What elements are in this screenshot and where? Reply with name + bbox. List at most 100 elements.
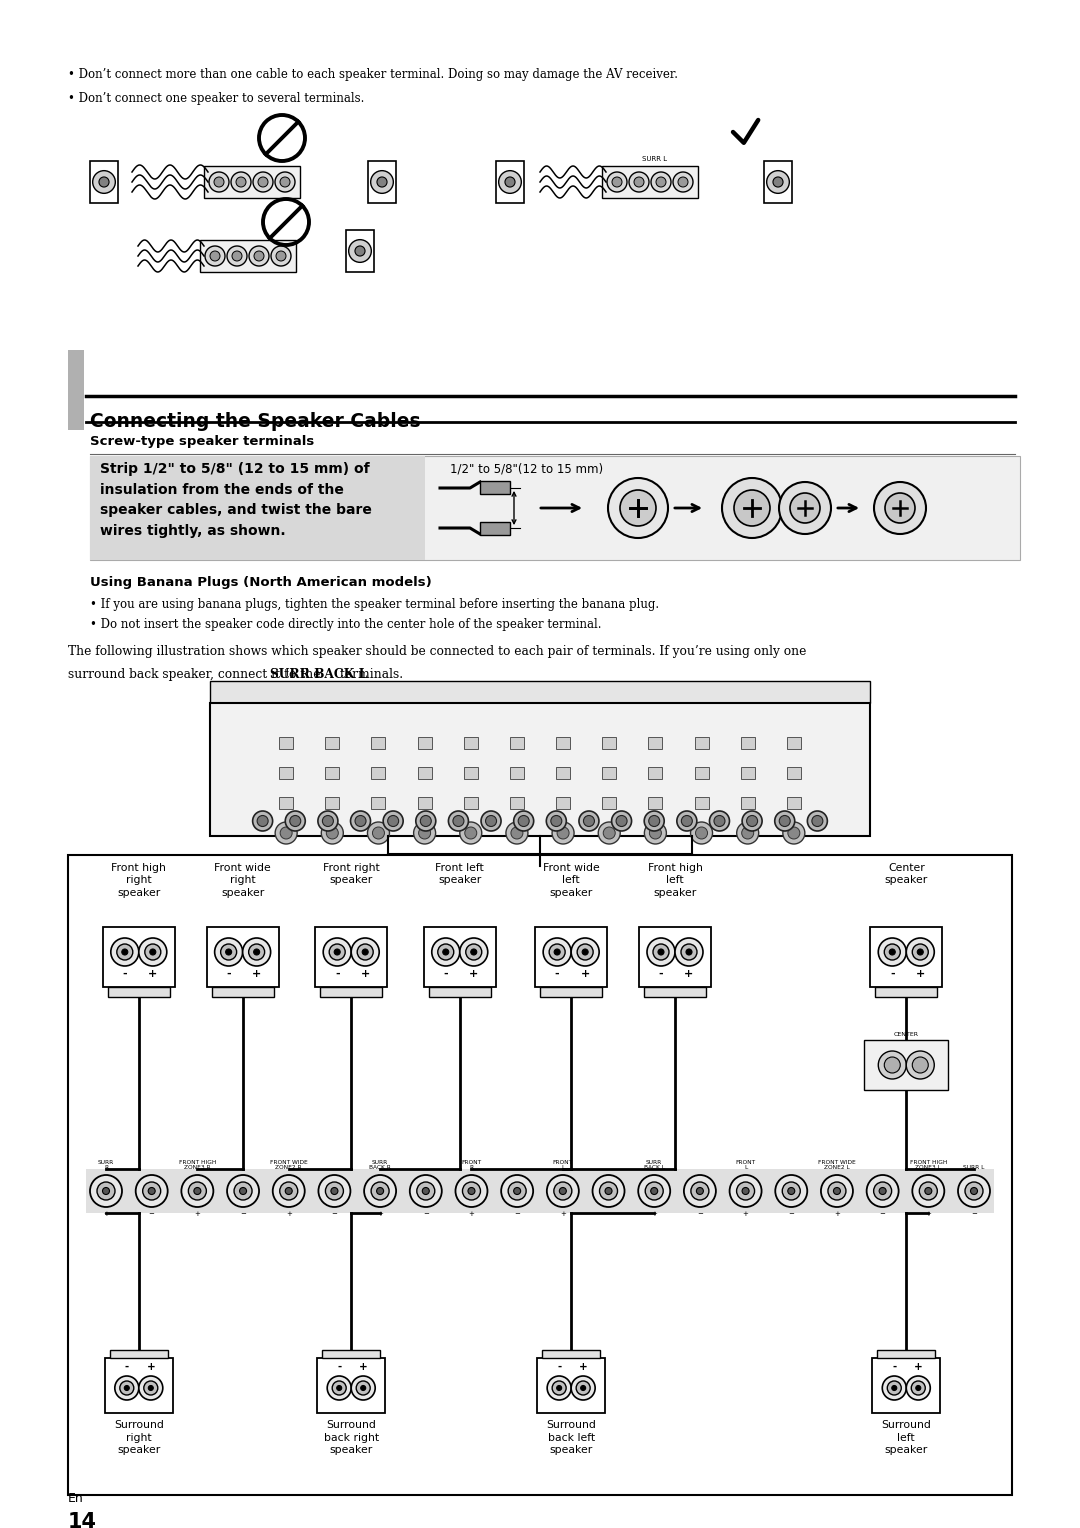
- Circle shape: [351, 938, 379, 966]
- Circle shape: [629, 173, 649, 193]
- Circle shape: [599, 1183, 618, 1199]
- Text: FRONT
L: FRONT L: [553, 1160, 572, 1170]
- Bar: [741, 736, 755, 749]
- Circle shape: [834, 1187, 840, 1195]
- Circle shape: [417, 1183, 435, 1199]
- Text: +: +: [685, 969, 693, 979]
- Bar: [542, 1349, 600, 1357]
- Circle shape: [892, 1386, 896, 1390]
- Text: +: +: [834, 1212, 840, 1216]
- Circle shape: [971, 1187, 977, 1195]
- Text: +: +: [286, 1212, 292, 1216]
- Circle shape: [681, 816, 692, 827]
- Circle shape: [275, 822, 297, 843]
- Text: Front high
left
speaker: Front high left speaker: [648, 863, 702, 898]
- Bar: [68, 350, 84, 429]
- Circle shape: [773, 177, 783, 186]
- Bar: [873, 1357, 941, 1412]
- Text: Connecting the Speaker Cables: Connecting the Speaker Cables: [90, 413, 420, 431]
- Circle shape: [879, 1187, 886, 1195]
- Circle shape: [90, 1175, 122, 1207]
- Circle shape: [828, 1183, 846, 1199]
- Circle shape: [453, 816, 464, 827]
- Bar: [318, 1357, 386, 1412]
- Circle shape: [966, 1183, 983, 1199]
- Circle shape: [571, 938, 599, 966]
- Circle shape: [552, 1381, 566, 1395]
- Text: Surround
back right
speaker: Surround back right speaker: [324, 1421, 379, 1455]
- Text: 14: 14: [68, 1513, 97, 1528]
- Circle shape: [611, 811, 632, 831]
- Circle shape: [638, 1175, 671, 1207]
- Bar: [212, 987, 273, 996]
- Bar: [418, 736, 432, 749]
- Bar: [279, 767, 293, 779]
- Bar: [86, 1169, 994, 1213]
- Circle shape: [552, 822, 575, 843]
- Circle shape: [888, 1381, 902, 1395]
- Circle shape: [782, 1183, 800, 1199]
- Circle shape: [518, 816, 529, 827]
- Circle shape: [383, 811, 403, 831]
- Circle shape: [144, 1381, 158, 1395]
- Circle shape: [775, 1175, 807, 1207]
- Circle shape: [416, 811, 436, 831]
- Text: FRONT WIDE
ZONE2 L: FRONT WIDE ZONE2 L: [818, 1160, 855, 1170]
- Bar: [741, 767, 755, 779]
- Circle shape: [789, 494, 820, 523]
- Circle shape: [681, 944, 697, 960]
- Text: Surround
left
speaker: Surround left speaker: [881, 1421, 931, 1455]
- Text: −: −: [697, 1212, 703, 1216]
- Circle shape: [779, 481, 831, 533]
- Circle shape: [114, 1377, 139, 1400]
- Circle shape: [215, 938, 243, 966]
- Circle shape: [582, 949, 589, 955]
- Circle shape: [690, 822, 713, 843]
- Text: +: +: [252, 969, 261, 979]
- Bar: [556, 736, 570, 749]
- Circle shape: [139, 1377, 163, 1400]
- Circle shape: [280, 177, 291, 186]
- Circle shape: [919, 1183, 937, 1199]
- Text: -: -: [122, 969, 127, 979]
- Bar: [372, 736, 386, 749]
- Circle shape: [409, 1175, 442, 1207]
- Circle shape: [220, 944, 237, 960]
- Circle shape: [322, 822, 343, 843]
- Circle shape: [885, 494, 915, 523]
- Circle shape: [232, 251, 242, 261]
- Circle shape: [420, 816, 431, 827]
- Circle shape: [678, 177, 688, 186]
- Circle shape: [546, 1175, 579, 1207]
- Text: +: +: [469, 1212, 474, 1216]
- Circle shape: [253, 811, 272, 831]
- Bar: [603, 798, 617, 808]
- Circle shape: [579, 811, 599, 831]
- Circle shape: [511, 827, 523, 839]
- Circle shape: [677, 811, 697, 831]
- Circle shape: [143, 1183, 161, 1199]
- Bar: [279, 798, 293, 808]
- Circle shape: [620, 490, 656, 526]
- Bar: [877, 1349, 935, 1357]
- Bar: [870, 927, 942, 987]
- Text: • Don’t connect one speaker to several terminals.: • Don’t connect one speaker to several t…: [68, 92, 364, 105]
- Bar: [639, 927, 711, 987]
- Circle shape: [546, 811, 566, 831]
- Circle shape: [227, 246, 247, 266]
- Circle shape: [422, 1187, 429, 1195]
- Text: Front wide
right
speaker: Front wide right speaker: [214, 863, 271, 898]
- Circle shape: [559, 1187, 566, 1195]
- Circle shape: [576, 1381, 590, 1395]
- Circle shape: [471, 949, 476, 955]
- Circle shape: [912, 1381, 926, 1395]
- Circle shape: [554, 1183, 571, 1199]
- Circle shape: [276, 251, 286, 261]
- Circle shape: [783, 822, 805, 843]
- Bar: [368, 160, 396, 203]
- Circle shape: [280, 827, 293, 839]
- Circle shape: [145, 944, 161, 960]
- Circle shape: [906, 1051, 934, 1079]
- Circle shape: [361, 1386, 366, 1390]
- Bar: [875, 987, 937, 996]
